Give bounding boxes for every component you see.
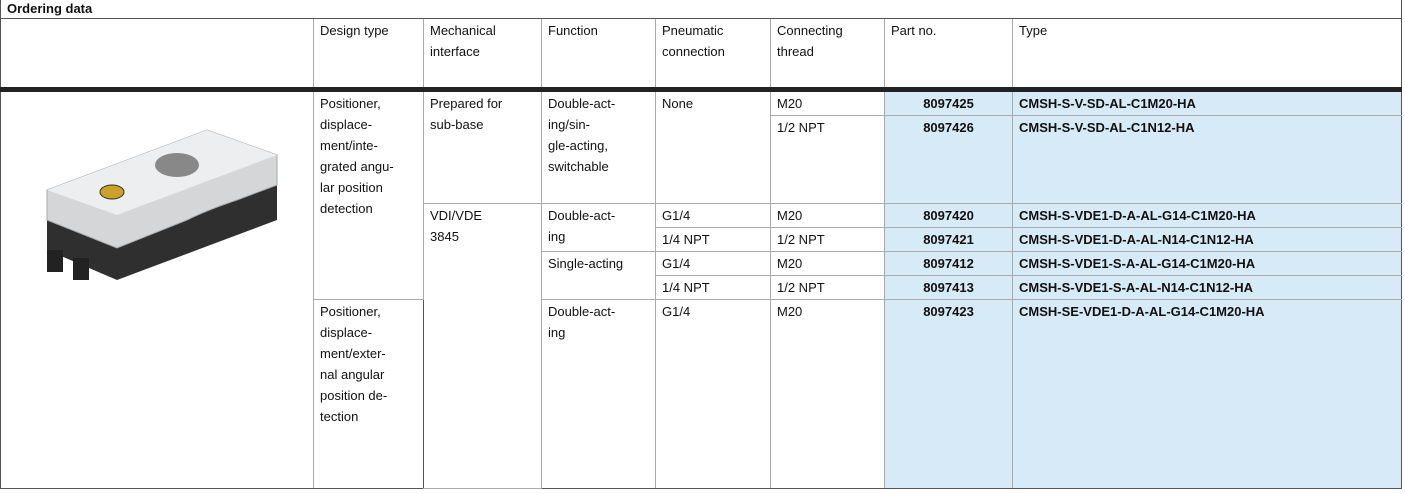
part-no: 8097423: [884, 299, 1013, 489]
cell: Double-act-ing/sin-gle-acting, switchable: [541, 89, 656, 204]
cell: Positioner, displace-ment/exter-nal angul…: [313, 299, 424, 489]
cell: 1/2 NPT: [770, 115, 885, 204]
cell-line: Mechanical: [430, 23, 496, 38]
header-cell: Design type: [313, 18, 424, 92]
cell: Double-act-ing: [541, 203, 656, 252]
part-no: 8097420: [884, 203, 1013, 228]
cell-line: gle-acting,: [548, 138, 608, 153]
title: Ordering data: [0, 0, 1402, 19]
type: CMSH-SE-VDE1-D-A-AL-G14-C1M20-HA: [1012, 299, 1402, 489]
part-no: 8097421: [884, 227, 1013, 252]
product-image: [46, 129, 278, 280]
product-image-cell: [0, 87, 314, 489]
cell: G1/4: [655, 251, 771, 276]
part-no: 8097425: [884, 89, 1013, 116]
cell-line: Type: [1019, 23, 1048, 38]
cell-line: Positioner,: [320, 96, 381, 111]
cell-line: position de-: [320, 388, 388, 403]
cell-line: ing: [548, 229, 566, 244]
header-row: Design type Mechanical interface Function…: [0, 18, 1402, 92]
cell-line: 3845: [430, 229, 459, 244]
cell-line: displace-: [320, 117, 373, 132]
cell-line: Double-act-: [548, 208, 616, 223]
cell-line: Double-act-: [548, 96, 616, 111]
cell-line: ment/exter-: [320, 346, 386, 361]
cell-line: VDI/VDE: [430, 208, 483, 223]
cell-line: connection: [662, 44, 725, 59]
cell-line: detection: [320, 201, 373, 216]
cell-line: tection: [320, 409, 359, 424]
cell-line: Double-act-: [548, 304, 616, 319]
cell-line: ing/sin-: [548, 117, 590, 132]
cell-line: grated angu-: [320, 159, 394, 174]
title-row: Ordering data: [0, 0, 1402, 19]
cell-line: thread: [777, 44, 814, 59]
type: CMSH-S-VDE1-S-A-AL-N14-C1N12-HA: [1012, 275, 1402, 300]
cell: Single-acting: [541, 251, 656, 300]
cell-line: interface: [430, 44, 480, 59]
cell-line: Positioner,: [320, 304, 381, 319]
header-cell: [0, 18, 314, 92]
cell: None: [655, 89, 771, 204]
row: Positioner, displace-ment/inte-grated ang…: [0, 87, 1402, 489]
header-cell: Part no.: [884, 18, 1013, 92]
cell-line: Pneumatic: [662, 23, 724, 38]
cell: M20: [770, 299, 885, 489]
cell-line: nal angular: [320, 367, 385, 382]
cell: Prepared for sub-base: [423, 89, 542, 204]
row: 1/4 NPT 1/2 NPT 8097413 CMSH-S-VDE1-S-A-…: [1, 275, 1402, 300]
cell: Positioner, displace-ment/inte-grated ang…: [313, 89, 424, 300]
type: CMSH-S-V-SD-AL-C1M20-HA: [1012, 89, 1402, 116]
header-cell: Connecting thread: [770, 18, 885, 92]
cell-line: lar position: [320, 180, 383, 195]
cell: G1/4: [655, 203, 771, 228]
header-cell: Type: [1012, 18, 1402, 92]
type: CMSH-S-VDE1-D-A-AL-G14-C1M20-HA: [1012, 203, 1402, 228]
cell: M20: [770, 203, 885, 228]
row: Positioner, displace-ment/exter-nal angul…: [1, 299, 1402, 489]
part-no: 8097413: [884, 275, 1013, 300]
part-no: 8097412: [884, 251, 1013, 276]
cell-line: Single-acting: [548, 256, 624, 271]
cell-line: displace-: [320, 325, 373, 340]
type: CMSH-S-VDE1-S-A-AL-G14-C1M20-HA: [1012, 251, 1402, 276]
header-cell: Pneumatic connection: [655, 18, 771, 92]
cell-line: ing: [548, 325, 566, 340]
row: 1/4 NPT 1/2 NPT 8097421 CMSH-S-VDE1-D-A-…: [1, 227, 1402, 252]
cell-line: ment/inte-: [320, 138, 378, 153]
header-cell: Mechanical interface: [423, 18, 542, 92]
cell: G1/4: [655, 299, 771, 489]
cell: 1/4 NPT: [655, 275, 771, 300]
row: Single-acting G1/4 M20 8097412 CMSH-S-VD…: [1, 251, 1402, 300]
cell: M20: [770, 89, 885, 116]
cell: M20: [770, 251, 885, 276]
type: CMSH-S-VDE1-D-A-AL-N14-C1N12-HA: [1012, 227, 1402, 252]
header-cell: Function: [541, 18, 656, 92]
cell: 1/4 NPT: [655, 227, 771, 252]
cell-line: sub-base: [430, 117, 484, 132]
cell-line: Connecting: [777, 23, 843, 38]
row: 1/2 NPT 8097426 CMSH-S-V-SD-AL-C1N12-HA: [1, 115, 1402, 204]
cell: VDI/VDE 3845: [423, 203, 542, 489]
cell: Double-act-ing: [541, 299, 656, 489]
cell: 1/2 NPT: [770, 275, 885, 300]
cell: 1/2 NPT: [770, 227, 885, 252]
cell-line: Prepared for: [430, 96, 503, 111]
type: CMSH-S-V-SD-AL-C1N12-HA: [1012, 115, 1402, 204]
cell-line: Function: [548, 23, 598, 38]
cell-line: Part no.: [891, 23, 937, 38]
cell-line: Design type: [320, 23, 389, 38]
part-no: 8097426: [884, 115, 1013, 204]
cell-line: switchable: [548, 159, 609, 174]
